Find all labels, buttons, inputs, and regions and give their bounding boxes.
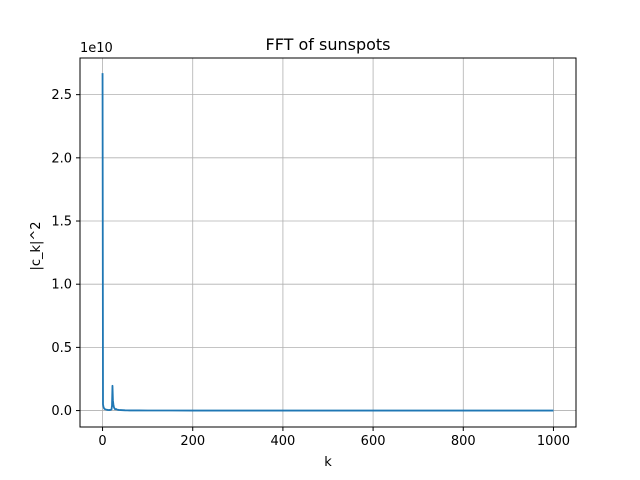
x-tick-label: 200 bbox=[180, 434, 205, 449]
x-tick-label: 400 bbox=[270, 434, 295, 449]
y-tick-label: 2.0 bbox=[51, 151, 72, 166]
x-tick-label: 600 bbox=[361, 434, 386, 449]
y-tick-label: 0.5 bbox=[51, 341, 72, 356]
series-line bbox=[101, 73, 554, 412]
chart-title: FFT of sunspots bbox=[266, 35, 391, 54]
y-tick-label: 0.0 bbox=[51, 404, 72, 419]
y-axis-label: |c_k|^2 bbox=[29, 221, 44, 270]
y-tick-label: 2.5 bbox=[51, 88, 72, 103]
x-axis: 0 200 400 600 800 1000 bbox=[98, 427, 570, 449]
plot-area-frame bbox=[79, 57, 577, 428]
x-tick-label: 800 bbox=[451, 434, 476, 449]
y-axis: 0.0 0.5 1.0 1.5 2.0 2.5 bbox=[51, 88, 80, 419]
x-tick-label: 0 bbox=[98, 434, 106, 449]
x-tick-label: 1000 bbox=[537, 434, 570, 449]
x-axis-label: k bbox=[324, 455, 332, 470]
y-tick-label: 1.0 bbox=[51, 278, 72, 293]
y-tick-label: 1.5 bbox=[51, 215, 72, 230]
y-axis-offset-label: 1e10 bbox=[80, 41, 113, 56]
series-layer bbox=[101, 73, 554, 412]
